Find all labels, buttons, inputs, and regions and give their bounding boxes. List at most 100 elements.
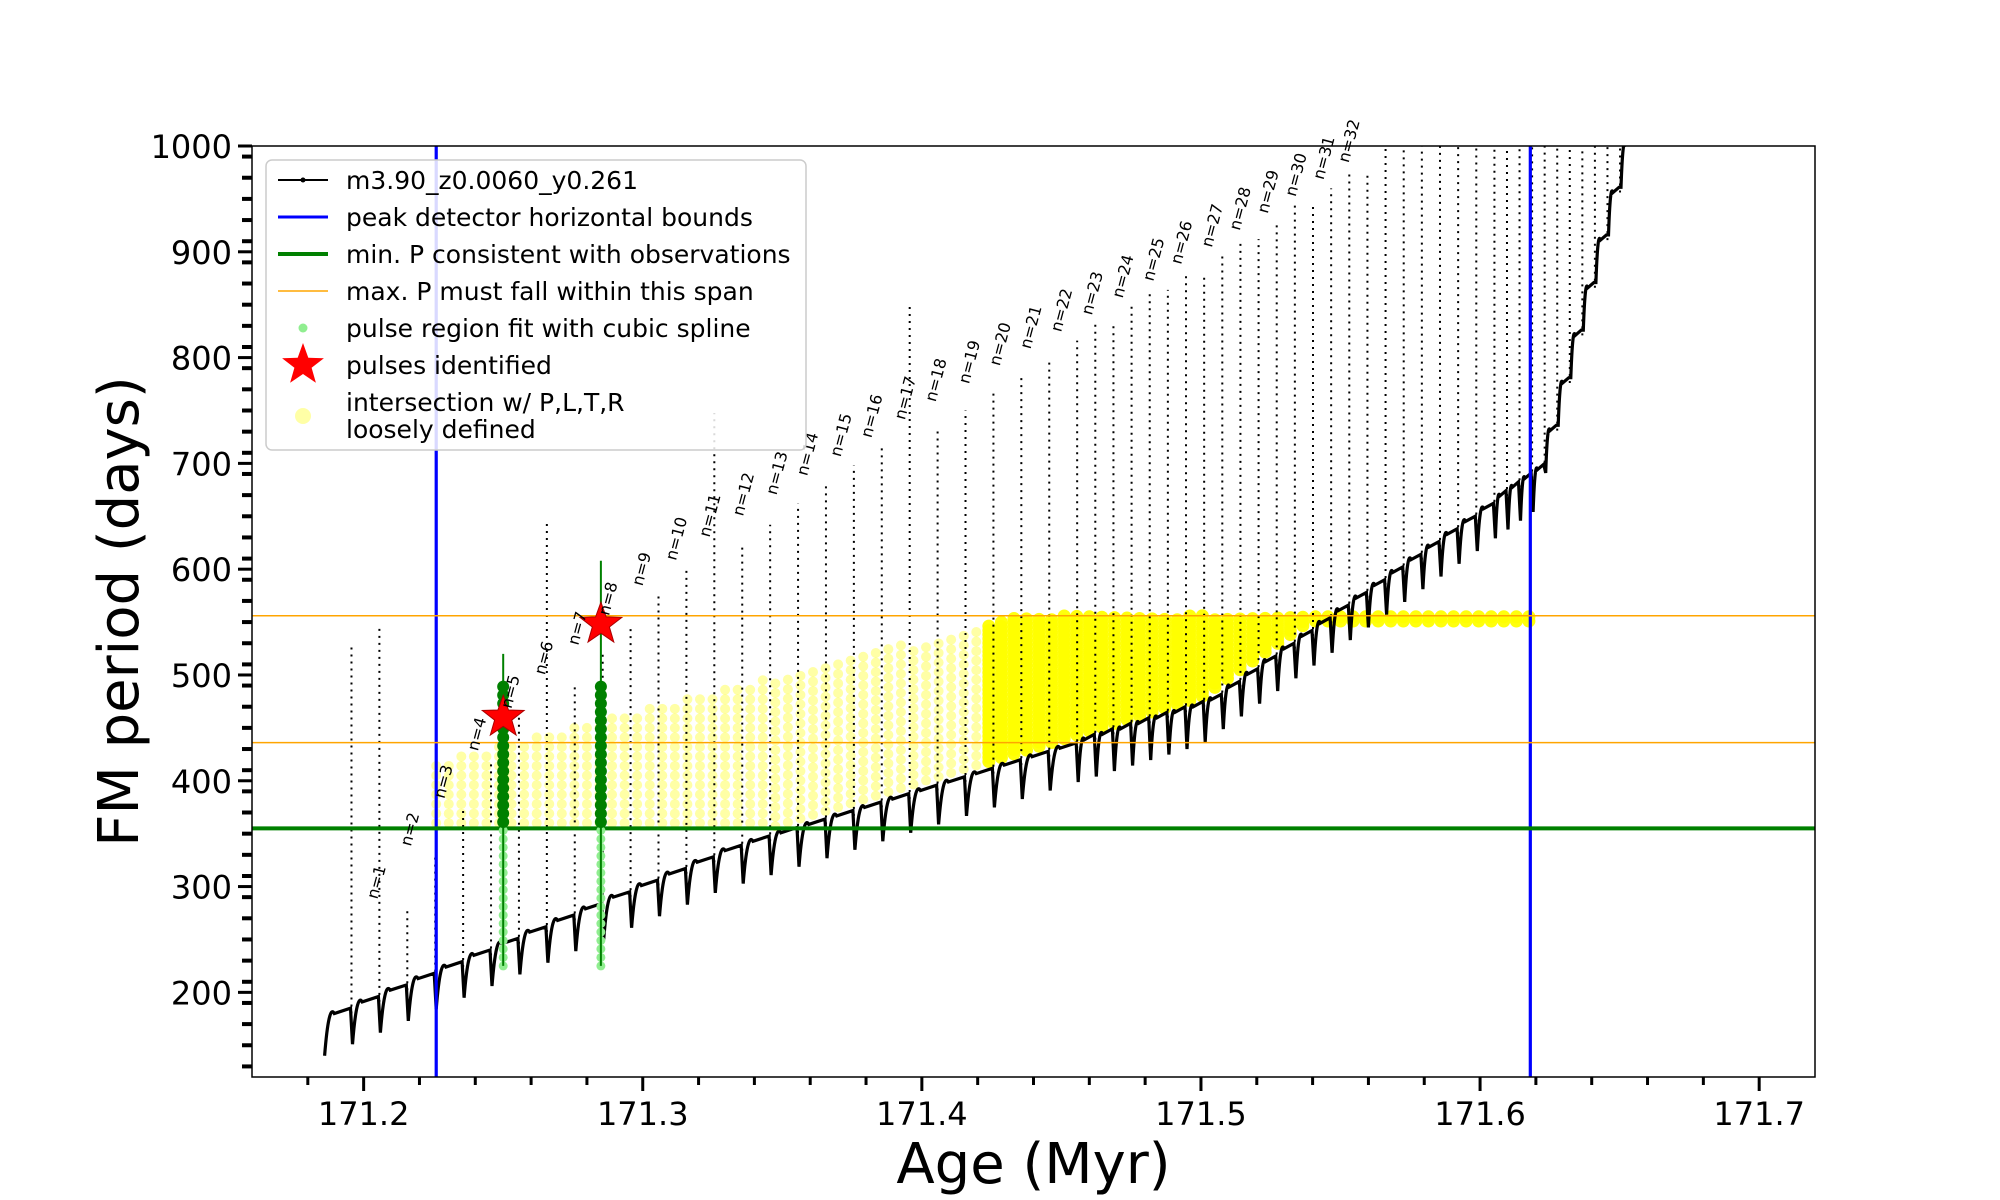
intersection-point xyxy=(870,781,881,792)
intersection-point xyxy=(468,789,479,800)
intersection-point xyxy=(1296,610,1310,624)
intersection-point xyxy=(569,818,580,829)
intersection-point xyxy=(808,809,819,820)
intersection-point xyxy=(933,733,944,744)
intersection-point xyxy=(820,682,831,693)
intersection-point xyxy=(921,642,932,653)
intersection-point xyxy=(657,760,668,771)
intersection-point xyxy=(833,707,844,718)
intersection-point xyxy=(782,703,793,714)
intersection-point xyxy=(845,769,856,780)
intersection-point xyxy=(1283,611,1297,625)
intersection-point xyxy=(782,693,793,704)
intersection-point xyxy=(958,630,969,641)
intersection-point xyxy=(795,680,806,691)
intersection-point xyxy=(544,732,555,743)
intersection-point xyxy=(808,743,819,754)
y-tick-label: 700 xyxy=(171,445,232,483)
intersection-point xyxy=(770,783,781,794)
intersection-point xyxy=(870,733,881,744)
intersection-point xyxy=(782,817,793,828)
intersection-point xyxy=(770,773,781,784)
intersection-point xyxy=(921,718,932,729)
pulse-label: n=13 xyxy=(762,449,792,496)
intersection-point xyxy=(820,729,831,740)
intersection-point xyxy=(845,712,856,723)
intersection-point xyxy=(958,659,969,670)
intersection-point xyxy=(808,762,819,773)
intersection-point xyxy=(883,691,894,702)
intersection-point xyxy=(757,684,768,695)
evolution-track-line xyxy=(323,146,1627,1056)
intersection-point xyxy=(632,808,643,819)
intersection-point xyxy=(732,751,743,762)
intersection-point xyxy=(556,760,567,771)
intersection-point xyxy=(820,710,831,721)
intersection-point xyxy=(870,790,881,801)
legend-label: intersection w/ P,L,T,R xyxy=(346,388,625,417)
intersection-point xyxy=(895,678,906,689)
intersection-point xyxy=(870,667,881,678)
intersection-point xyxy=(581,760,592,771)
intersection-point xyxy=(757,751,768,762)
intersection-point xyxy=(682,694,693,705)
intersection-point xyxy=(1447,610,1461,624)
legend-swatch-dot xyxy=(300,177,306,183)
intersection-point xyxy=(870,705,881,716)
intersection-point xyxy=(481,799,492,810)
intersection-point xyxy=(720,789,731,800)
pulse-label: n=9 xyxy=(628,550,655,588)
intersection-point xyxy=(745,741,756,752)
pulse-label: n=8 xyxy=(594,580,621,618)
intersection-point xyxy=(908,646,919,657)
intersection-point xyxy=(732,684,743,695)
intersection-point xyxy=(845,703,856,714)
intersection-point xyxy=(531,770,542,781)
intersection-point xyxy=(908,769,919,780)
y-tick-label: 300 xyxy=(171,869,232,907)
intersection-point xyxy=(682,780,693,791)
intersection-point xyxy=(669,789,680,800)
identified-pulse-star xyxy=(480,693,526,737)
intersection-point xyxy=(858,680,869,691)
intersection-point xyxy=(933,705,944,716)
intersection-point xyxy=(895,697,906,708)
intersection-point xyxy=(971,627,982,638)
intersection-point xyxy=(669,799,680,810)
intersection-point xyxy=(946,634,957,645)
intersection-point xyxy=(795,670,806,681)
intersection-point xyxy=(732,760,743,771)
intersection-point xyxy=(946,672,957,683)
legend-label: pulses identified xyxy=(346,351,552,380)
intersection-point xyxy=(669,770,680,781)
intersection-point xyxy=(569,722,580,733)
intersection-point xyxy=(644,770,655,781)
intersection-point xyxy=(669,751,680,762)
intersection-point xyxy=(858,661,869,672)
intersection-point xyxy=(707,694,718,705)
intersection-point xyxy=(657,780,668,791)
intersection-point xyxy=(808,752,819,763)
intersection-point xyxy=(908,741,919,752)
intersection-point xyxy=(933,667,944,678)
intersection-point xyxy=(544,799,555,810)
intersection-point xyxy=(657,751,668,762)
intersection-point xyxy=(971,722,982,733)
intersection-point xyxy=(971,712,982,723)
intersection-point xyxy=(757,741,768,752)
intersection-point xyxy=(757,675,768,686)
intersection-point xyxy=(632,732,643,743)
intersection-point xyxy=(732,770,743,781)
intersection-point xyxy=(569,799,580,810)
intersection-point xyxy=(632,751,643,762)
intersection-point xyxy=(933,752,944,763)
pulse-label: n=7 xyxy=(564,609,591,647)
intersection-point xyxy=(782,798,793,809)
intersection-point xyxy=(569,741,580,752)
intersection-point xyxy=(644,799,655,810)
intersection-point xyxy=(669,722,680,733)
intersection-point xyxy=(531,818,542,829)
intersection-point xyxy=(895,649,906,660)
pulse-label: n=32 xyxy=(1334,117,1364,164)
